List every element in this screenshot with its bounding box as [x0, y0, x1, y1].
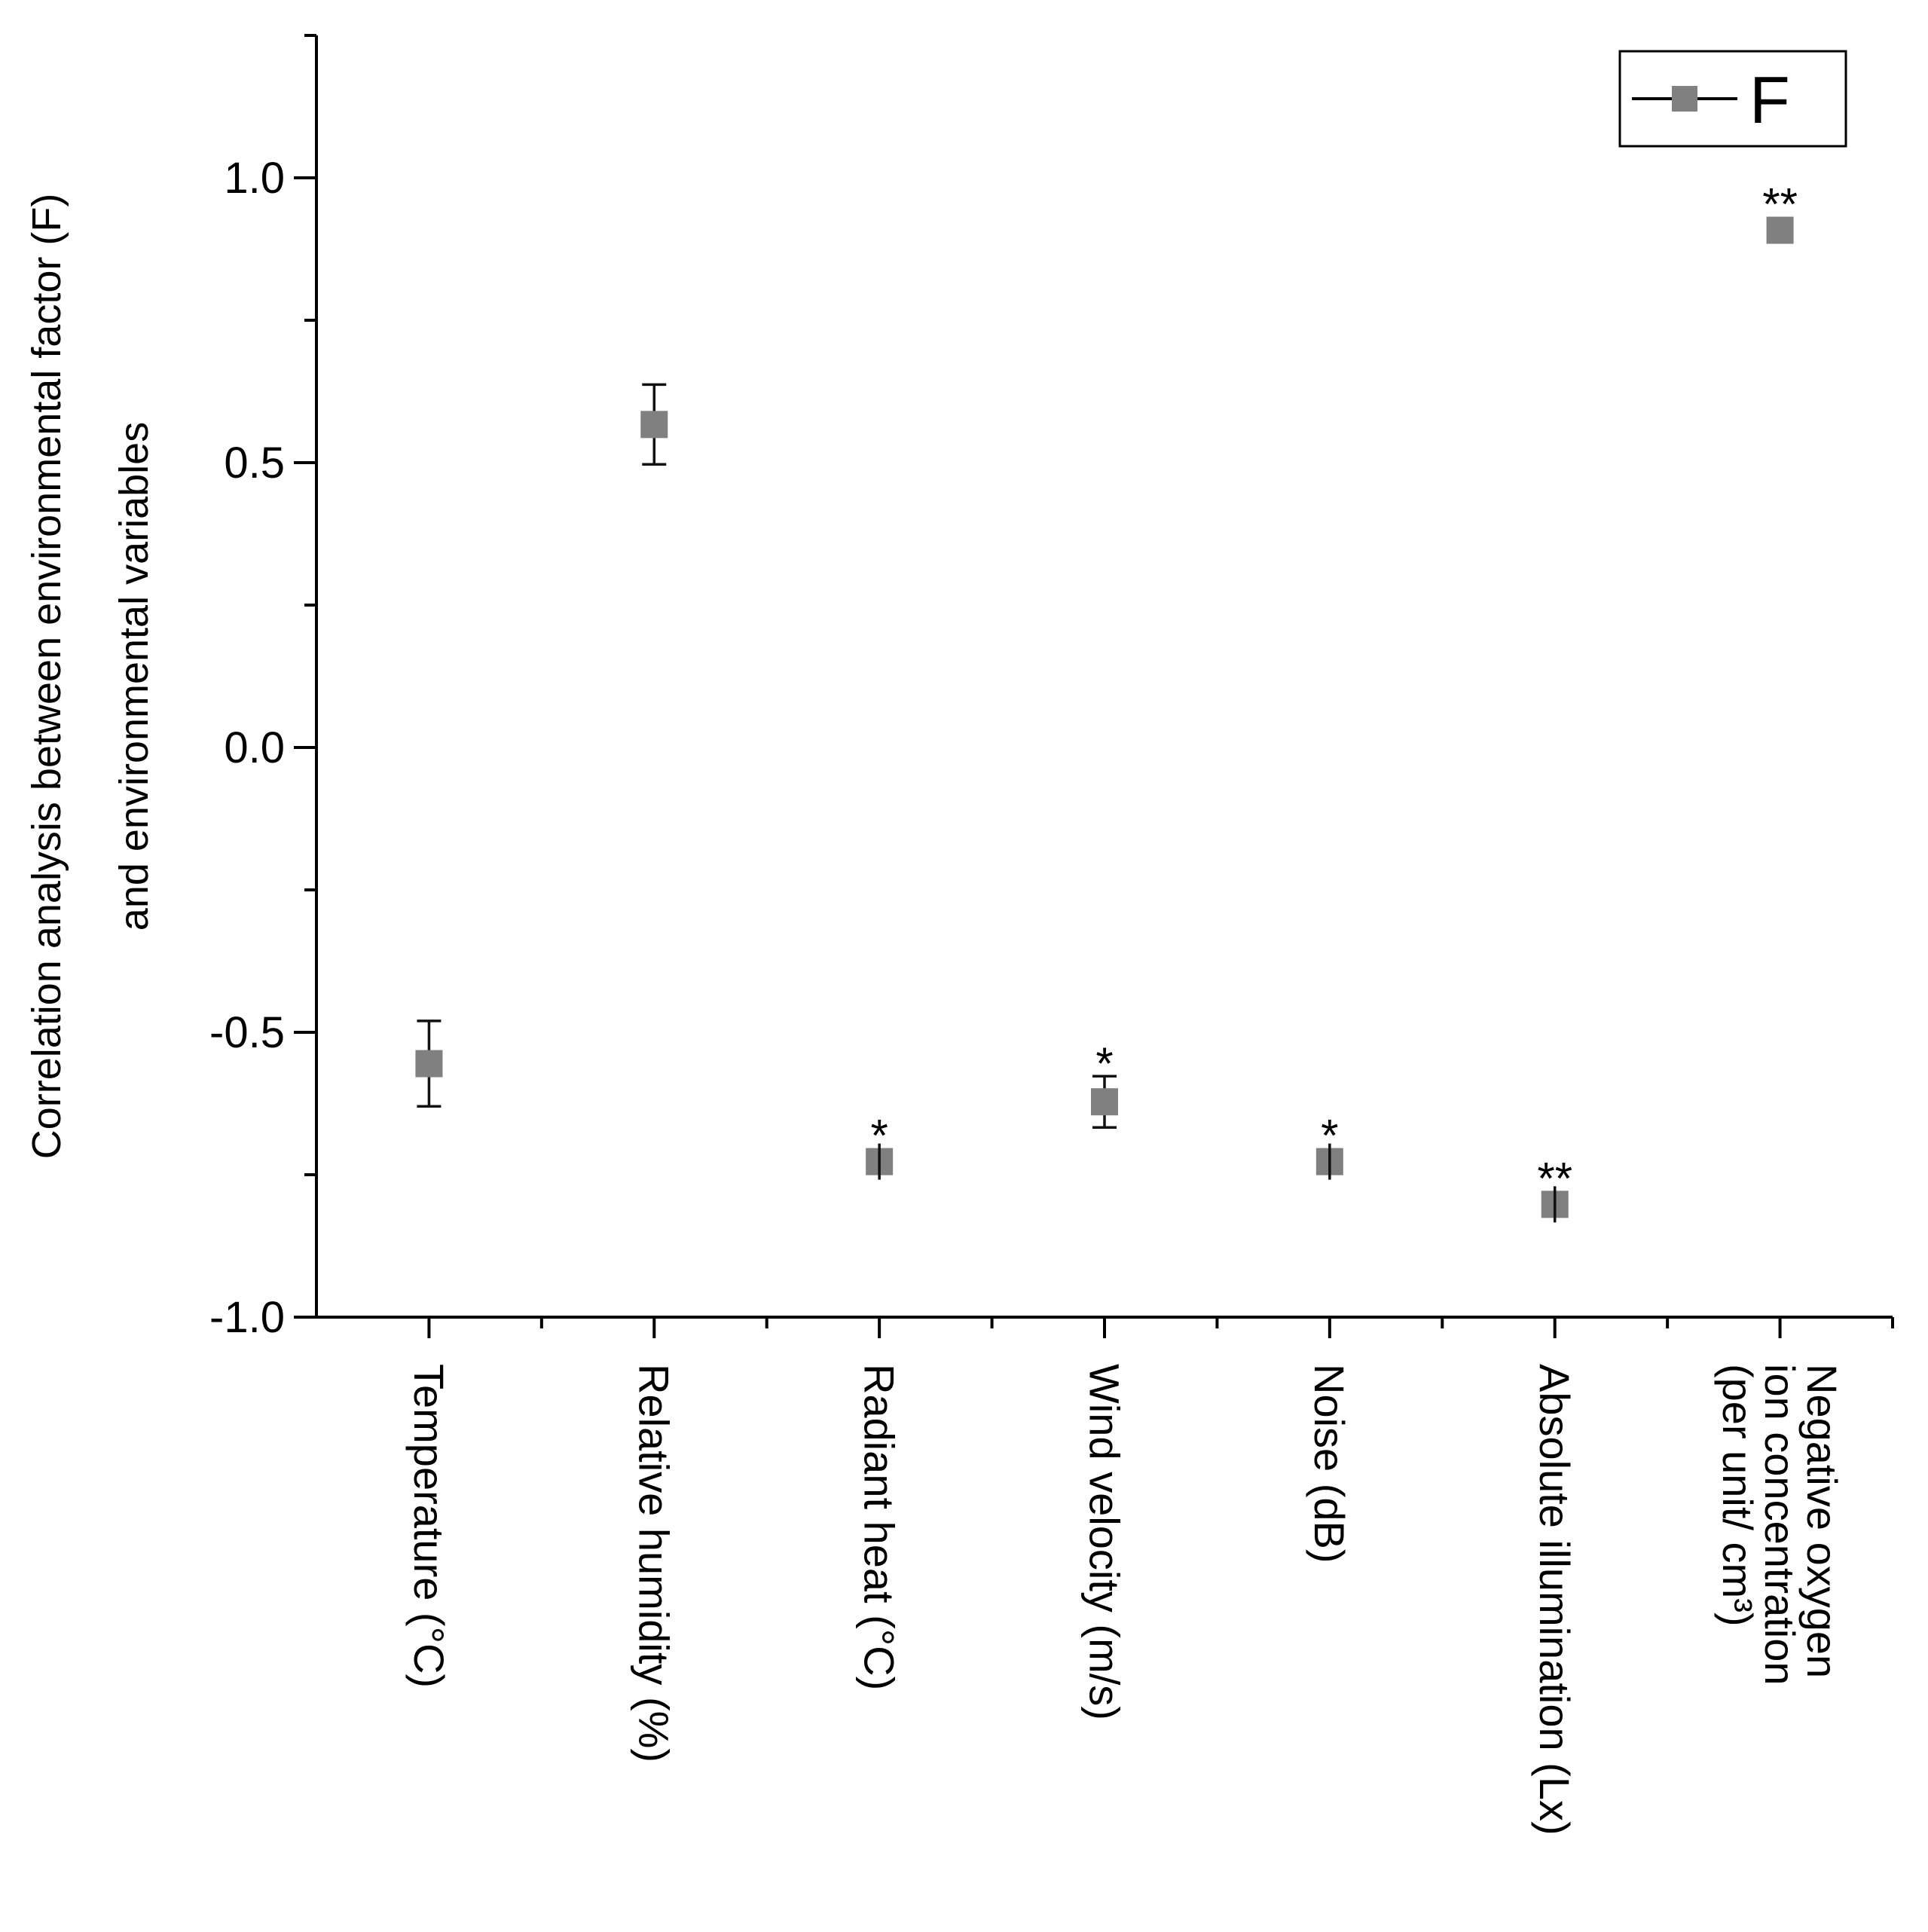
- y-axis-title: Correlation analysis between environment…: [24, 194, 157, 1160]
- y-tick-label: 1.0: [224, 154, 285, 203]
- category-label: Temperature (°C): [405, 1364, 453, 1688]
- category-labels: Temperature (°C) Relative humidity (%) Rad…: [405, 1364, 1846, 1836]
- category-label: Radiant heat (°C): [856, 1364, 903, 1690]
- data-points: *******: [415, 179, 1798, 1223]
- category-label: ion concentration: [1756, 1364, 1804, 1686]
- significance-mark: *: [1095, 1038, 1113, 1089]
- legend-label: F: [1749, 63, 1790, 137]
- y-tick-label: -0.5: [209, 1008, 285, 1057]
- category-label: Absolute illumination (Lx): [1531, 1364, 1578, 1836]
- category-label: (per unit/ cm³): [1714, 1364, 1761, 1627]
- y-tick-label: 0.0: [224, 723, 285, 772]
- category-label: Negative oxygen: [1798, 1364, 1846, 1678]
- category-label: Wind velocity (m/s): [1080, 1364, 1128, 1720]
- legend: F: [1618, 50, 1847, 148]
- data-point: [1091, 1088, 1118, 1116]
- significance-mark: *: [1321, 1111, 1338, 1161]
- legend-marker: [1672, 86, 1697, 112]
- y-tick-label: -1.0: [209, 1293, 285, 1342]
- data-point: [415, 1050, 443, 1078]
- y-axis-ticks: -1.0 -0.5 0.0 0.5 1.0: [209, 34, 316, 1342]
- data-point: [1766, 216, 1794, 244]
- y-axis-title-line: and environmental variables: [112, 422, 157, 931]
- x-axis-ticks: [427, 1317, 1894, 1338]
- significance-mark: **: [1762, 179, 1798, 230]
- significance-mark: **: [1537, 1153, 1572, 1203]
- y-axis-title-line: Correlation analysis between environment…: [24, 194, 69, 1160]
- data-point: [640, 411, 668, 439]
- y-tick-label: 0.5: [224, 439, 285, 488]
- category-label: Relative humidity (%): [631, 1364, 678, 1762]
- significance-mark: *: [870, 1111, 888, 1161]
- category-label: Noise (dB): [1306, 1364, 1353, 1564]
